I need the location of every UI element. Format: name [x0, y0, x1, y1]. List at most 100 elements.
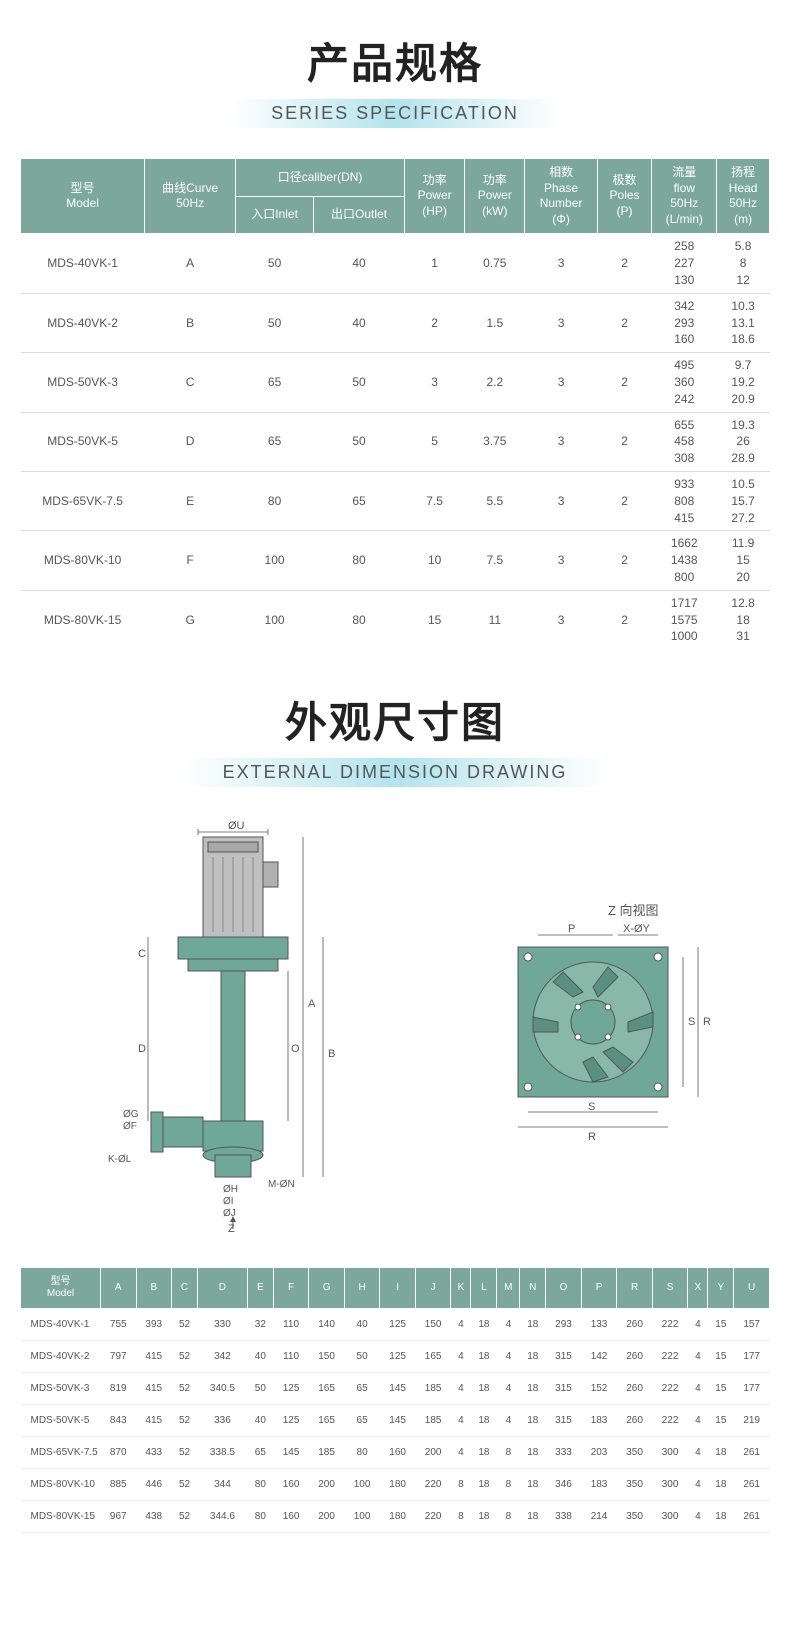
dim-cell: 4 — [451, 1373, 471, 1405]
th-outlet: 出口Outlet — [314, 196, 405, 234]
dim-cell: 185 — [415, 1405, 451, 1437]
dim-cell: 4 — [451, 1405, 471, 1437]
dim-subtitle: EXTERNAL DIMENSION DRAWING — [183, 758, 608, 787]
dim-cell: 4 — [688, 1309, 708, 1341]
spec-cell: 65 — [314, 471, 405, 530]
dim-cell: 52 — [172, 1341, 198, 1373]
dim-th: O — [546, 1268, 582, 1309]
dim-cell: 438 — [136, 1501, 172, 1533]
dim-cell: 185 — [309, 1437, 345, 1469]
dim-cell: 65 — [344, 1373, 380, 1405]
spec-cell: 3.75 — [465, 412, 525, 471]
dim-cell: 80 — [247, 1501, 273, 1533]
svg-text:A: A — [308, 998, 316, 1010]
dim-cell: 18 — [520, 1501, 546, 1533]
dim-cell: 125 — [273, 1405, 309, 1437]
spec-cell: 5.5 — [465, 471, 525, 530]
dim-cell: 260 — [617, 1341, 653, 1373]
spec-cell: 50 — [314, 353, 405, 412]
dim-cell: 40 — [247, 1405, 273, 1437]
dim-row: MDS-65VK-7.587043352338.5651451858016020… — [21, 1437, 770, 1469]
dim-cell: 100 — [344, 1469, 380, 1501]
spec-cell: B — [145, 293, 236, 352]
dim-cell: 52 — [172, 1373, 198, 1405]
dim-cell: 18 — [520, 1437, 546, 1469]
dim-cell: 4 — [688, 1405, 708, 1437]
spec-cell: MDS-50VK-5 — [21, 412, 145, 471]
dim-cell: 220 — [415, 1469, 451, 1501]
dim-cell: 52 — [172, 1469, 198, 1501]
spec-cell: 100 — [236, 590, 314, 649]
spec-cell: 11.9 15 20 — [717, 531, 770, 590]
dim-table-body: MDS-40VK-1755393523303211014040125150418… — [21, 1309, 770, 1533]
dim-th: I — [380, 1268, 416, 1309]
spec-cell: 2 — [597, 531, 652, 590]
svg-text:O: O — [291, 1043, 300, 1055]
dim-row: MDS-80VK-1596743852344.68016020010018022… — [21, 1501, 770, 1533]
spec-table: 型号 Model 曲线Curve 50Hz 口径caliber(DN) 功率 P… — [20, 158, 770, 649]
svg-text:X-ØY: X-ØY — [623, 923, 651, 935]
spec-cell: 3 — [525, 234, 597, 293]
dim-row: MDS-40VK-2797415523424011015050125165418… — [21, 1341, 770, 1373]
dim-cell: 165 — [309, 1373, 345, 1405]
spec-cell: F — [145, 531, 236, 590]
dim-cell-model: MDS-80VK-15 — [21, 1501, 101, 1533]
spec-cell: 40 — [314, 234, 405, 293]
spec-cell: 50 — [236, 293, 314, 352]
spec-cell: 11 — [465, 590, 525, 649]
spec-cell: 7.5 — [465, 531, 525, 590]
dim-cell: 152 — [581, 1373, 617, 1405]
spec-cell: 65 — [236, 353, 314, 412]
spec-cell: 258 227 130 — [652, 234, 717, 293]
spec-cell: 3 — [525, 412, 597, 471]
dim-cell: 8 — [497, 1437, 520, 1469]
dim-cell: 15 — [708, 1341, 734, 1373]
dim-cell-model: MDS-80VK-10 — [21, 1469, 101, 1501]
dim-cell: 261 — [734, 1437, 770, 1469]
dim-cell: 4 — [497, 1373, 520, 1405]
spec-cell: 2.2 — [465, 353, 525, 412]
dim-cell: 18 — [471, 1405, 497, 1437]
dim-cell: 4 — [451, 1437, 471, 1469]
dim-title-cn: 外观尺寸图 — [0, 689, 790, 750]
th-power-kw: 功率 Power (kW) — [465, 159, 525, 234]
dim-cell: 222 — [652, 1309, 688, 1341]
dim-cell: 18 — [471, 1341, 497, 1373]
dim-cell: 300 — [652, 1469, 688, 1501]
spec-cell: MDS-40VK-2 — [21, 293, 145, 352]
svg-text:R: R — [703, 1016, 711, 1028]
dim-cell: 18 — [520, 1469, 546, 1501]
dim-cell: 8 — [451, 1501, 471, 1533]
dim-cell: 393 — [136, 1309, 172, 1341]
th-model: 型号 Model — [21, 159, 145, 234]
spec-cell: 2 — [597, 293, 652, 352]
spec-cell: C — [145, 353, 236, 412]
svg-text:S: S — [588, 1101, 595, 1113]
dim-cell: 344.6 — [198, 1501, 248, 1533]
dim-cell: 165 — [415, 1341, 451, 1373]
dim-cell: 145 — [273, 1437, 309, 1469]
spec-cell: 15 — [405, 590, 465, 649]
spec-cell: A — [145, 234, 236, 293]
dim-cell: 797 — [101, 1341, 137, 1373]
dim-cell: 261 — [734, 1469, 770, 1501]
dim-row: MDS-40VK-1755393523303211014040125150418… — [21, 1309, 770, 1341]
dim-cell: 183 — [581, 1405, 617, 1437]
dim-cell: 4 — [451, 1341, 471, 1373]
dim-cell: 4 — [688, 1469, 708, 1501]
spec-cell: 3 — [525, 531, 597, 590]
spec-cell: 10 — [405, 531, 465, 590]
dim-cell: 222 — [652, 1405, 688, 1437]
svg-text:B: B — [328, 1048, 335, 1060]
dim-th: L — [471, 1268, 497, 1309]
dim-cell: 222 — [652, 1373, 688, 1405]
dim-th: N — [520, 1268, 546, 1309]
spec-cell: D — [145, 412, 236, 471]
svg-text:Z 向视图: Z 向视图 — [608, 903, 659, 918]
dim-title: 外观尺寸图 — [0, 689, 790, 750]
dim-cell: 885 — [101, 1469, 137, 1501]
th-head: 扬程 Head 50Hz (m) — [717, 159, 770, 234]
dim-th: S — [652, 1268, 688, 1309]
spec-cell: 80 — [314, 531, 405, 590]
spec-cell: 50 — [236, 234, 314, 293]
